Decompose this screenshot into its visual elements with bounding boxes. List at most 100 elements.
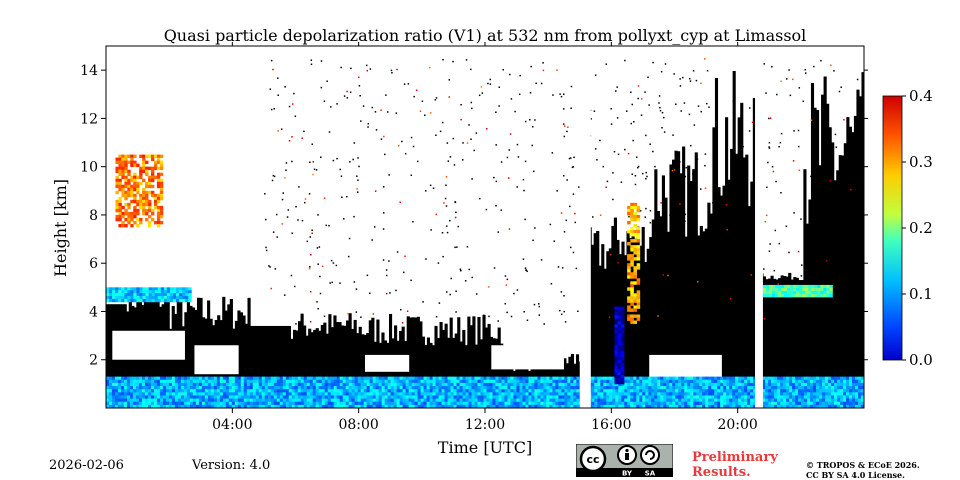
depol-cell <box>399 376 404 381</box>
depol-cell <box>219 398 224 403</box>
depol-cell <box>456 382 460 387</box>
cloud-pixel <box>339 282 341 284</box>
cloud-pixel <box>613 150 616 153</box>
depol-cell <box>204 386 209 390</box>
no-data-column <box>831 142 835 408</box>
depol-cell <box>121 169 125 174</box>
depol-cell <box>315 379 320 384</box>
depol-cell <box>163 290 168 294</box>
cloud-pixel <box>435 134 437 136</box>
depol-cell <box>480 386 484 390</box>
depol-cell <box>336 379 341 384</box>
depol-cell <box>279 401 284 406</box>
depol-cell <box>183 392 188 396</box>
depol-cell <box>297 404 302 408</box>
cloud-pixel <box>355 311 358 313</box>
depol-cell <box>366 386 371 390</box>
depol-cell <box>627 211 631 216</box>
depol-cell <box>642 389 646 393</box>
depol-cell <box>513 404 517 408</box>
cloud-pixel <box>310 253 312 256</box>
depol-cell <box>129 389 134 393</box>
depol-cell <box>357 376 362 381</box>
cloud-pixel <box>385 269 388 271</box>
depol-cell <box>432 401 436 406</box>
depol-cell <box>414 404 418 408</box>
cloud-pixel <box>425 258 427 260</box>
depol-cell <box>234 398 239 403</box>
depol-cell <box>606 404 610 408</box>
no-data-column <box>623 255 628 408</box>
depol-cell <box>522 389 526 393</box>
depol-cell <box>348 379 353 384</box>
cloud-pixel <box>788 69 790 71</box>
no-data-column <box>833 180 837 408</box>
depol-cell <box>765 404 769 408</box>
depol-cell <box>300 401 305 406</box>
depol-cell <box>123 382 128 387</box>
depol-cell <box>444 386 448 390</box>
depol-cell <box>849 401 853 406</box>
no-data-column <box>709 213 713 408</box>
cloud-pixel <box>623 276 626 278</box>
no-data-column <box>454 333 458 408</box>
no-data-column <box>669 164 673 408</box>
depol-cell <box>133 205 137 210</box>
depol-cell <box>201 389 206 393</box>
depol-cell <box>795 392 799 396</box>
depol-cell <box>540 395 544 399</box>
depol-cell <box>573 392 577 396</box>
cc-license-badge[interactable]: cc BY SA <box>576 444 673 477</box>
depol-cell <box>678 376 682 381</box>
depol-cell <box>459 382 463 387</box>
depol-cell <box>793 287 797 292</box>
depol-cell <box>614 333 619 337</box>
depol-cell <box>778 284 782 289</box>
x-tick-label: 12:00 <box>465 417 505 433</box>
depol-cell <box>771 398 775 403</box>
depol-cell <box>492 389 496 393</box>
no-data-column <box>848 126 852 408</box>
depol-cell <box>495 395 499 399</box>
depol-cell <box>324 389 329 393</box>
no-data-column <box>325 333 329 408</box>
depol-cell <box>648 382 652 387</box>
depol-cell <box>234 386 239 390</box>
depol-cell <box>115 293 119 297</box>
depol-cell <box>753 376 757 381</box>
depol-cell <box>321 398 326 403</box>
cloud-pixel <box>793 130 795 132</box>
depol-cell <box>198 398 203 403</box>
depol-cell <box>630 392 634 396</box>
depol-cell <box>402 401 407 406</box>
depol-cell <box>408 386 412 390</box>
depol-cell <box>735 389 739 393</box>
depol-cell <box>768 398 772 403</box>
depol-cell <box>420 386 424 390</box>
depol-cell <box>627 305 631 309</box>
depol-cell <box>127 217 131 222</box>
depol-cell <box>620 309 625 313</box>
depol-cell <box>159 386 164 390</box>
depol-cell <box>145 193 149 198</box>
depol-cell <box>207 395 212 399</box>
depol-cell <box>291 389 296 393</box>
depol-cell <box>657 398 661 403</box>
depol-cell <box>282 395 287 399</box>
depol-cell <box>627 299 631 303</box>
depol-cell <box>432 404 436 408</box>
depol-cell <box>675 398 679 403</box>
depol-cell <box>192 404 197 408</box>
depol-cell <box>787 284 791 289</box>
depol-cell <box>176 290 180 294</box>
depol-cell <box>264 386 269 390</box>
cloud-pixel <box>830 64 832 67</box>
depol-cell <box>179 293 183 297</box>
depol-cell <box>793 290 797 295</box>
depol-cell <box>447 376 451 381</box>
depol-cell <box>246 386 251 390</box>
depol-cell <box>249 401 254 406</box>
depol-cell <box>501 376 505 381</box>
depol-cell <box>267 389 272 393</box>
cloud-pixel <box>356 175 358 177</box>
